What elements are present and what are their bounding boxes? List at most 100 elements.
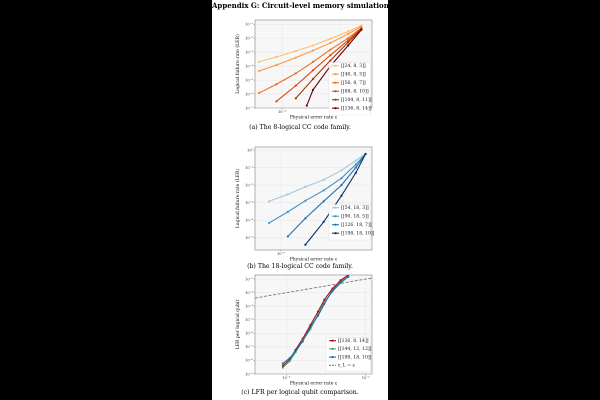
data-point bbox=[347, 39, 350, 42]
legend-marker bbox=[334, 107, 337, 110]
legend-marker bbox=[334, 90, 337, 93]
legend-box bbox=[328, 62, 371, 116]
data-point bbox=[288, 356, 291, 360]
x-tick-label: 10⁻³ bbox=[278, 110, 286, 114]
legend-marker bbox=[334, 98, 337, 101]
data-point bbox=[281, 362, 284, 365]
y-tick-label: 10⁻⁴ bbox=[245, 219, 253, 223]
legend-entry: [[88, 8, 10]] bbox=[341, 89, 369, 95]
y-tick-label: 10⁻⁶ bbox=[245, 92, 253, 96]
document-page: Appendix G: Circuit-level memory simulat… bbox=[212, 0, 388, 400]
data-point bbox=[323, 302, 326, 305]
data-point bbox=[347, 44, 350, 47]
data-point bbox=[354, 159, 357, 162]
data-point bbox=[340, 184, 343, 187]
series-line bbox=[282, 276, 349, 364]
legend-marker bbox=[334, 73, 337, 76]
legend-entry: [[136, 8, 14]] bbox=[338, 338, 369, 344]
data-point bbox=[288, 359, 291, 363]
y-tick-label: 10⁻⁵ bbox=[245, 236, 253, 240]
data-point bbox=[286, 210, 289, 213]
legend-entry: [[136, 8, 14]] bbox=[341, 106, 372, 112]
data-point bbox=[354, 163, 357, 166]
data-point bbox=[311, 44, 315, 47]
data-point bbox=[364, 152, 367, 156]
data-point bbox=[286, 193, 289, 196]
data-point bbox=[316, 314, 320, 317]
legend: [[54, 18, 3]] [[90, 18, 5]] [[126, 18, 7]]… bbox=[328, 204, 375, 241]
data-point bbox=[304, 217, 307, 220]
y-axis-label: Logical failure rate (LER) bbox=[234, 34, 241, 94]
data-point bbox=[309, 325, 312, 328]
data-point bbox=[347, 41, 350, 44]
data-point bbox=[294, 84, 297, 87]
caption-c: (c) LFR per logical qubit comparison. bbox=[241, 389, 359, 396]
data-point bbox=[322, 189, 325, 192]
legend-marker bbox=[331, 356, 334, 359]
legend: [[136, 8, 14]] [[144, 12, 12]] [[198, 18, … bbox=[325, 337, 372, 372]
y-tick-label: 10⁻⁷ bbox=[245, 345, 253, 349]
x-axis-label: Physical error rate ε bbox=[290, 257, 338, 263]
y-tick-label: 10⁻³ bbox=[245, 50, 253, 54]
legend-marker bbox=[331, 347, 334, 350]
data-point bbox=[347, 37, 350, 40]
y-tick-label: 10⁻³ bbox=[245, 201, 253, 205]
data-point bbox=[294, 49, 297, 53]
chart-b: 10⁰ 10⁻¹ 10⁻² 10⁻³ 10⁻⁴ 10⁻⁵ 10⁻³ Physical erro… bbox=[234, 146, 375, 263]
y-tick-label: 10⁻² bbox=[245, 183, 253, 187]
legend-marker bbox=[334, 232, 337, 235]
data-point bbox=[360, 28, 363, 31]
data-point bbox=[329, 54, 332, 57]
legend-entry: [[198, 18, 10]] bbox=[338, 354, 372, 360]
y-tick-label: 10⁻⁵ bbox=[245, 318, 253, 322]
x-axis-label: Physical error rate ε bbox=[290, 115, 338, 121]
legend-entry: [[126, 18, 7]] bbox=[341, 222, 372, 228]
data-point bbox=[294, 72, 297, 75]
chart-c: 10⁻² 10⁻³ 10⁻⁴ 10⁻⁵ 10⁻⁶ 10⁻⁷ 10⁻⁸ 10⁻⁹ 10⁻³ 10⁻²… bbox=[235, 274, 373, 386]
legend-marker bbox=[334, 215, 337, 218]
data-point bbox=[347, 275, 350, 278]
y-tick-label: 10⁻¹ bbox=[245, 23, 253, 27]
chart-a: 10⁻¹10⁻²10⁻³10⁻⁴10⁻⁵10⁻⁶10⁻⁷10⁻³10⁻²Phys… bbox=[234, 19, 373, 121]
data-point bbox=[340, 194, 343, 197]
data-point bbox=[311, 60, 315, 63]
data-point bbox=[286, 235, 289, 238]
x-tick-label: 10⁻³ bbox=[277, 252, 285, 256]
data-point bbox=[323, 298, 326, 301]
legend-marker bbox=[334, 223, 337, 226]
y-tick-label: 10⁻² bbox=[245, 36, 253, 40]
series-line bbox=[287, 153, 366, 237]
data-point bbox=[258, 69, 261, 73]
y-tick-label: 10⁻⁴ bbox=[245, 64, 253, 68]
y-tick-label: 10⁻⁸ bbox=[245, 359, 253, 363]
data-point bbox=[268, 221, 271, 225]
data-point bbox=[331, 289, 334, 292]
data-point bbox=[258, 60, 261, 63]
y-axis-label: LER per logical qubit bbox=[235, 300, 241, 350]
legend-marker bbox=[334, 64, 337, 67]
data-point bbox=[347, 30, 350, 33]
data-point bbox=[305, 104, 308, 107]
data-point bbox=[347, 32, 350, 36]
x-tick-label: 10⁻² bbox=[362, 376, 370, 380]
legend-entry: [[40, 8, 5]] bbox=[341, 72, 366, 78]
series-line bbox=[255, 277, 372, 299]
data-point bbox=[322, 178, 325, 181]
data-point bbox=[322, 220, 325, 224]
data-point bbox=[339, 280, 342, 284]
legend-entry: [[90, 18, 5]] bbox=[341, 214, 369, 220]
series-group bbox=[258, 24, 363, 107]
data-point bbox=[339, 279, 342, 282]
data-point bbox=[329, 48, 332, 51]
series-group bbox=[268, 152, 367, 246]
data-point bbox=[311, 77, 315, 81]
data-point bbox=[304, 199, 307, 202]
series-line bbox=[276, 28, 362, 102]
data-point bbox=[340, 169, 343, 172]
page-title: Appendix G: Circuit-level memory simulat… bbox=[212, 1, 388, 10]
data-point bbox=[311, 88, 315, 91]
legend-marker bbox=[331, 339, 334, 342]
legend-entry: [[54, 18, 3]] bbox=[341, 205, 369, 211]
y-tick-label: 10⁰ bbox=[247, 148, 254, 152]
data-point bbox=[268, 200, 271, 203]
